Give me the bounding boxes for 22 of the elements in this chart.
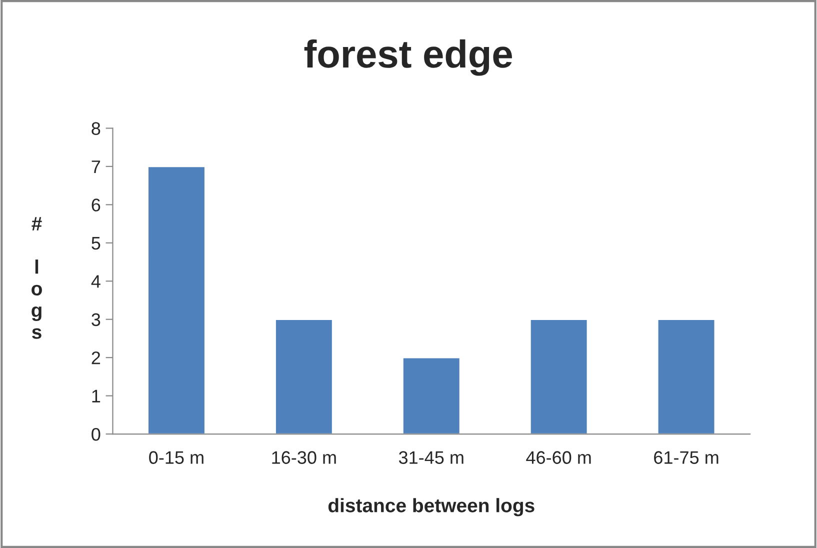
- bar: [529, 318, 588, 434]
- bar: [656, 318, 716, 434]
- bar: [147, 166, 206, 434]
- x-tick-label: 0-15 m: [149, 451, 204, 464]
- y-tick-label: 6: [92, 198, 100, 212]
- y-tick-label: 2: [92, 352, 100, 364]
- y-tick-label: 1: [92, 390, 100, 402]
- x-axis-title: distance between logs: [328, 498, 534, 516]
- y-tick-label: 4: [91, 275, 100, 288]
- y-tick-label: 5: [92, 237, 100, 250]
- bar: [274, 318, 334, 434]
- bar: [402, 356, 461, 434]
- x-tick-label: 31-45 m: [398, 451, 464, 464]
- y-tick-label: 3: [92, 313, 100, 326]
- y-tick-label: 8: [92, 122, 100, 135]
- text: # logs: [32, 217, 42, 339]
- y-tick-label: 7: [92, 160, 100, 173]
- x-tick-label: 46-60 m: [526, 451, 591, 464]
- chart-title: forest edge: [304, 39, 512, 76]
- y-tick-label: 0: [92, 428, 100, 441]
- x-tick-label: 16-30 m: [272, 451, 336, 464]
- x-tick-label: 61-75 m: [654, 451, 718, 464]
